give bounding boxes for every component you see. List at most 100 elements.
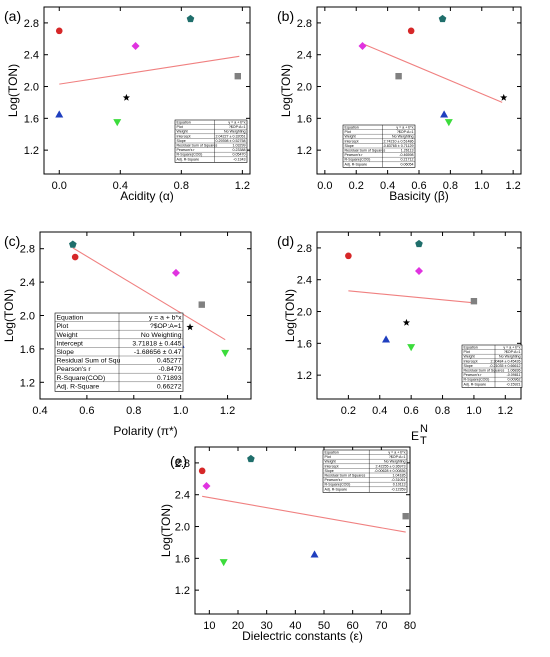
y-tick-label: 1.2 <box>175 585 190 597</box>
data-point-triangle-down <box>219 559 228 567</box>
stats-row-label: Pearson's r <box>464 373 483 377</box>
stats-row-label: R-Square(COD) <box>177 153 203 157</box>
data-point-diamond <box>358 41 367 50</box>
y-tick-label: 1.6 <box>20 344 35 356</box>
x-tick-label: 0.4 <box>113 180 128 192</box>
data-point-triangle <box>55 110 64 118</box>
stats-row-value: 0.23388 <box>233 148 246 152</box>
x-axis-label-superscript: N <box>420 423 428 435</box>
stats-row-label: Intercept <box>57 340 84 347</box>
stats-row-value: ?$OP:A=1 <box>389 455 406 459</box>
stats-row-value: 1.03299 <box>233 144 246 148</box>
stats-row-value: 0.66272 <box>157 383 182 390</box>
stats-row-label: Slope <box>57 349 75 356</box>
y-tick-label: 2.0 <box>297 82 312 94</box>
stats-row-value: No Weighting <box>384 460 406 464</box>
data-point-pentagon <box>415 239 423 248</box>
stats-row-label: R-Square(COD) <box>57 375 106 382</box>
y-tick-label: 2.8 <box>297 243 312 255</box>
stats-row-label: Plot <box>325 455 331 459</box>
stats-row-label: Weight <box>464 355 475 359</box>
data-point-triangle-down <box>113 119 122 127</box>
stats-row-value: 0.00962 <box>508 378 521 382</box>
x-tick-label: 1.0 <box>474 180 489 192</box>
data-point-triangle <box>382 335 391 343</box>
chart-panel-1: (a) 0.0 0.4 0.8 1.2 1.2 1.6 2.0 2.4 2.8 Log(TON) Ac… <box>4 6 251 203</box>
x-axis-label: Polarity (π*) <box>113 424 177 438</box>
stats-row-label: Equation <box>464 346 478 350</box>
x-axis-label: E <box>411 429 419 443</box>
stats-row-value: 1.04185 <box>393 474 406 478</box>
y-axis-label: Log(TON) <box>6 64 20 117</box>
data-point-triangle-down <box>444 119 453 127</box>
y-tick-label: 2.0 <box>297 307 312 319</box>
y-tick-label: 2.0 <box>24 82 39 94</box>
stats-row-value: ?$OP:A=1 <box>229 125 246 129</box>
data-point-square <box>198 301 205 308</box>
y-tick-label: 1.2 <box>20 377 35 389</box>
regression-stats-table: Equation y = a + b*x Plot ?$OP:A=1 Weight No … <box>461 344 523 388</box>
y-tick-label: 1.2 <box>297 145 312 157</box>
x-tick-label: 0.8 <box>443 180 458 192</box>
x-tick-label: 0.4 <box>372 405 387 417</box>
stats-row-label: Weight <box>177 130 188 134</box>
x-tick-label: 20 <box>232 620 244 632</box>
x-tick-label: 0.6 <box>79 405 94 417</box>
stats-row-value: 2.30484 ± 0.45426 <box>491 359 521 363</box>
stats-row-value: 2.42255 ± 0.36973 <box>376 464 406 468</box>
y-axis-label: Log(TON) <box>2 289 16 342</box>
y-tick-label: 1.6 <box>175 553 190 565</box>
stats-row-label: Plot <box>345 130 351 134</box>
stats-row-value: ?$OP:A=1 <box>504 350 521 354</box>
stats-row-label: R-Square(COD) <box>325 483 351 487</box>
x-axis-label-subscript: T <box>420 435 427 447</box>
stats-row-label: R-Square(COD) <box>345 158 371 162</box>
x-tick-label: 0.8 <box>435 405 450 417</box>
x-tick-label: 30 <box>261 620 273 632</box>
regression-stats-table: Equation y = a + b*x Plot ?$OP:A=1 Weight No … <box>54 312 184 392</box>
stats-row-value: No Weighting <box>499 355 521 359</box>
y-tick-label: 1.2 <box>24 145 39 157</box>
regression-stats-table: Equation y = a + b*x Plot ?$OP:A=1 Weight No … <box>342 124 416 168</box>
stats-row-value: y = a + b*x <box>388 451 405 455</box>
chart-panel-5: (e) 10 20 30 40 50 60 70 80 1.2 1.6 2.0 2.4 2.8 Log(TO… <box>159 446 416 643</box>
stats-row-label: Slope <box>325 469 334 473</box>
y-axis-label: Log(TON) <box>279 64 293 117</box>
data-point-star <box>500 93 508 101</box>
stats-row-value: -0.09811 <box>507 373 521 377</box>
fit-line <box>362 43 503 103</box>
regression-stats-table: Equation y = a + b*x Plot ?$OP:A=1 Weight No … <box>322 449 408 493</box>
x-tick-label: 40 <box>289 620 301 632</box>
stats-row-value: -0.8479 <box>158 366 181 373</box>
data-point-pentagon <box>438 14 447 23</box>
data-point-star <box>402 318 411 326</box>
chart-panel-4: (d) 0.2 0.4 0.6 0.8 1.0 1.2 1.2 1.6 2.0 2.4 2.8 Log(… <box>277 231 523 447</box>
stats-row-label: Pearson's r <box>325 478 344 482</box>
x-tick-label: 60 <box>347 620 359 632</box>
stats-row-value: 0.71893 <box>157 375 182 382</box>
regression-stats-table: Equation y = a + b*x Plot ?$OP:A=1 Weight No … <box>174 119 248 163</box>
stats-row-label: Plot <box>57 323 69 330</box>
data-point-square <box>470 297 478 305</box>
x-tick-label: 0.6 <box>411 180 426 192</box>
x-tick-label: 50 <box>318 620 330 632</box>
data-point-triangle <box>440 110 449 118</box>
stats-row-value: 1.26113 <box>401 149 414 153</box>
x-tick-label: 0.4 <box>32 405 47 417</box>
y-tick-label: 2.4 <box>24 50 39 62</box>
x-tick-label: 0.2 <box>341 405 356 417</box>
stats-row-label: Residual Sum of Squares <box>464 369 505 373</box>
stats-row-label: Plot <box>464 350 470 354</box>
stats-row-label: Residual Sum of Squares <box>177 144 218 148</box>
stats-row-label: Adj. R-Square <box>57 383 100 390</box>
x-tick-label: 1.2 <box>220 405 235 417</box>
data-point-circle <box>198 467 206 475</box>
y-tick-label: 2.0 <box>175 522 190 534</box>
data-point-diamond <box>202 481 211 490</box>
y-tick-label: 2.8 <box>175 458 190 470</box>
stats-row-value: -0.83765 ± 0.71129 <box>383 144 414 148</box>
x-tick-label: 0.6 <box>404 405 419 417</box>
data-point-square <box>402 512 409 520</box>
stats-row-label: Weight <box>57 332 78 339</box>
stats-row-label: Pearson's r <box>345 153 364 157</box>
